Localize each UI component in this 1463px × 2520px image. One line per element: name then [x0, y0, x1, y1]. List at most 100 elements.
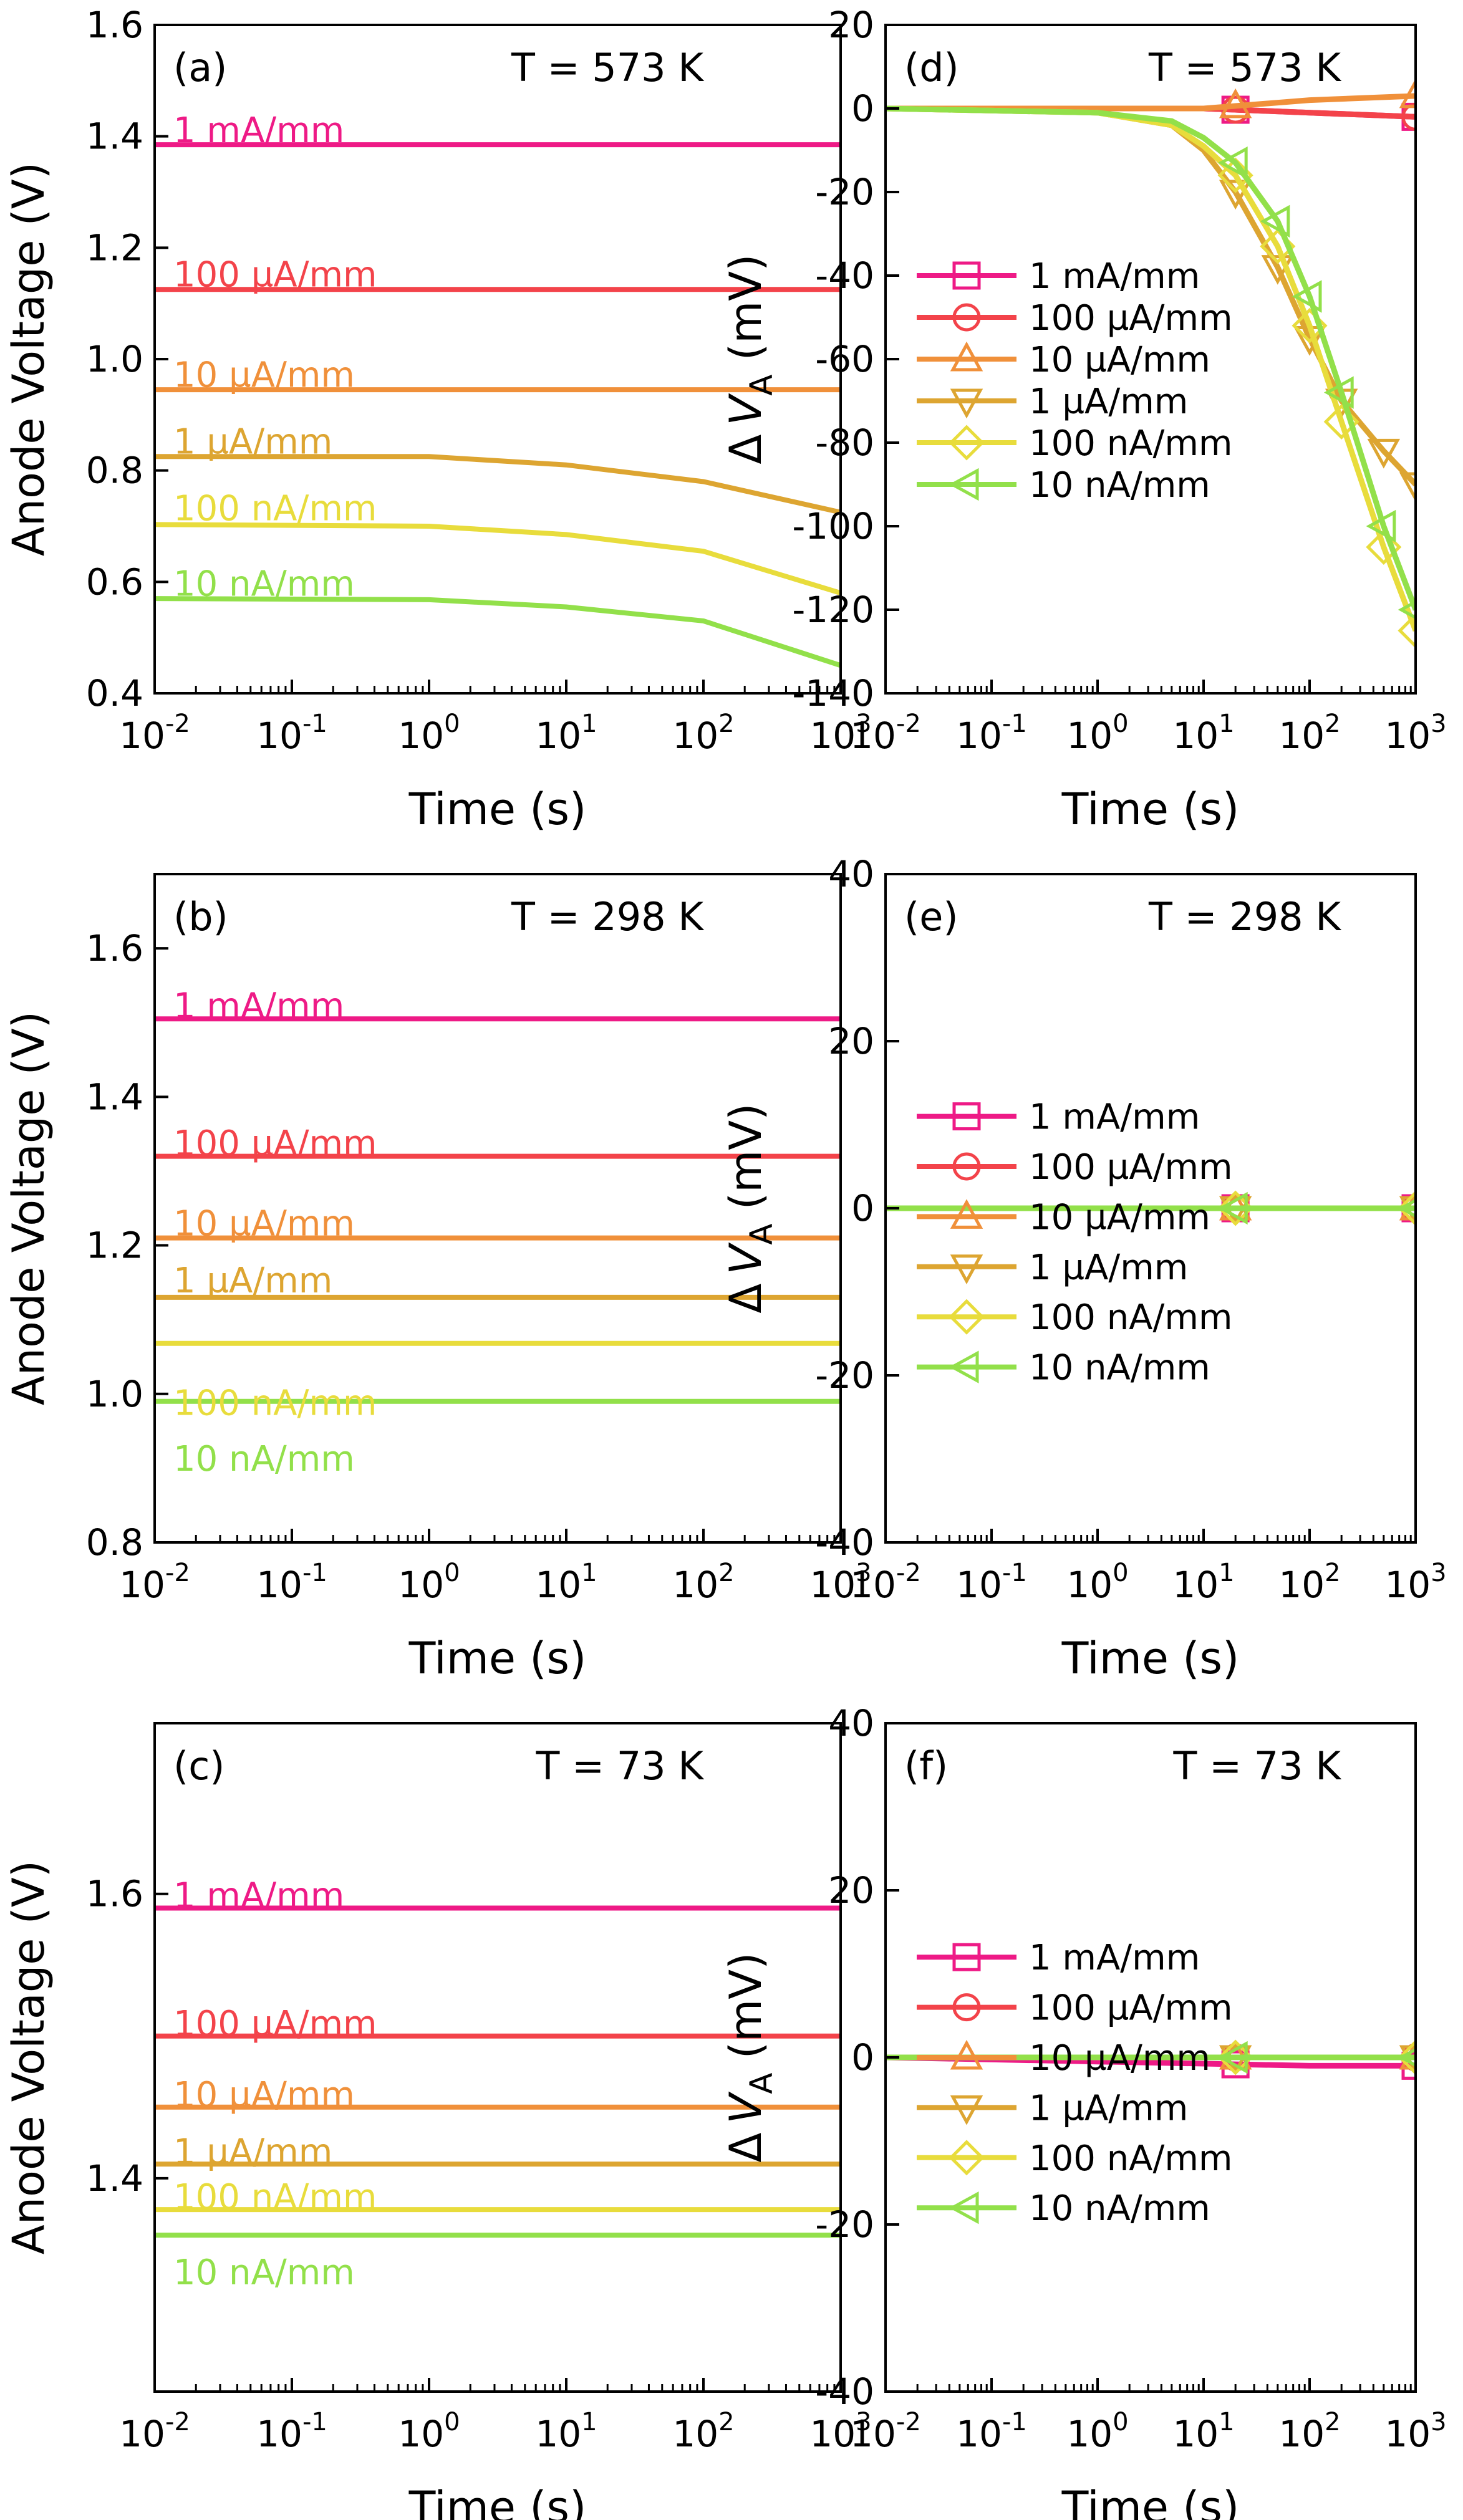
- x-tick-label-b-1: 10-1: [256, 1559, 327, 1606]
- x-tick-label-e-5: 103: [1384, 1559, 1446, 1606]
- x-tick-label-f-1: 10-1: [956, 2408, 1027, 2455]
- legend-label-e-4: 100 nA/mm: [1029, 1297, 1232, 1338]
- series-line-d-2: [886, 93, 1416, 112]
- data-marker-d-4-4: [1366, 529, 1402, 565]
- curve-label-a-5: 10 nA/mm: [173, 564, 355, 604]
- legend-label-d-4: 100 nA/mm: [1029, 423, 1232, 464]
- y-tick-label-d-1: -120: [792, 589, 874, 631]
- legend-marker-e-4: [949, 1299, 985, 1335]
- x-tick-label-c-2: 100: [398, 2408, 460, 2455]
- x-tick-label-b-0: 10-2: [119, 1559, 190, 1606]
- y-tick-label-b-3: 1.4: [86, 1075, 143, 1118]
- temperature-label-c: T = 73 K: [536, 1743, 705, 1789]
- x-tick-label-d-4: 102: [1278, 709, 1340, 757]
- series-line-d-5: [886, 105, 1416, 611]
- x-tick-label-c-5: 103: [809, 2408, 871, 2455]
- y-tick-label-d-7: 0: [851, 87, 874, 130]
- legend-marker-e-2: [950, 1199, 983, 1229]
- legend-label-f-0: 1 mA/mm: [1029, 1938, 1200, 1978]
- legend-label-d-5: 10 nA/mm: [1029, 465, 1210, 506]
- legend-marker-e-3: [950, 1254, 983, 1284]
- legend-label-d-0: 1 mA/mm: [1029, 256, 1200, 297]
- y-axis-title-b: Anode Voltage (V): [3, 1011, 54, 1405]
- x-tick-label-e-3: 101: [1172, 1559, 1234, 1606]
- x-tick-label-b-4: 102: [672, 1559, 734, 1606]
- curve-label-c-1: 100 µA/mm: [173, 2004, 377, 2044]
- x-tick-label-e-0: 10-2: [850, 1559, 921, 1606]
- y-tick-label-d-3: -80: [815, 421, 874, 464]
- data-marker-e-4-1: [1398, 1190, 1416, 1226]
- y-tick-label-d-2: -100: [792, 505, 874, 547]
- temperature-label-e: T = 298 K: [1148, 894, 1341, 940]
- data-marker-d-2-1: [1399, 78, 1416, 108]
- panel-label-d: (d): [904, 45, 959, 90]
- legend-label-d-1: 100 µA/mm: [1029, 298, 1233, 339]
- series-line-a-4: [155, 522, 841, 596]
- x-tick-label-c-1: 10-1: [256, 2408, 327, 2455]
- legend-marker-f-1: [952, 1993, 981, 2022]
- legend-label-d-3: 1 µA/mm: [1029, 382, 1188, 422]
- legend-marker-e-5: [949, 1350, 979, 1383]
- data-marker-d-5-5: [1398, 600, 1416, 620]
- legend-marker-d-2: [950, 341, 983, 372]
- temperature-label-f: T = 73 K: [1173, 1743, 1342, 1789]
- y-tick-label-a-1: 0.6: [86, 560, 143, 603]
- x-axis-title-b: Time (s): [408, 1633, 587, 1684]
- legend-marker-d-5: [949, 468, 979, 501]
- x-tick-label-c-3: 101: [535, 2408, 597, 2455]
- series-line-a-3: [155, 454, 841, 515]
- legend-label-f-2: 10 µA/mm: [1029, 2038, 1210, 2079]
- x-tick-label-f-4: 102: [1278, 2408, 1340, 2455]
- y-tick-label-a-5: 1.4: [86, 115, 143, 158]
- data-marker-d-3-5: [1399, 472, 1416, 503]
- x-axis-title-f: Time (s): [1061, 2482, 1240, 2520]
- legend-marker-f-4: [949, 2140, 985, 2176]
- y-tick-label-e-3: 20: [828, 1020, 874, 1062]
- y-axis-title-c: Anode Voltage (V): [3, 1860, 54, 2254]
- x-tick-label-f-2: 100: [1066, 2408, 1128, 2455]
- y-tick-label-f-2: 0: [851, 2036, 874, 2079]
- series-line-a-5: [155, 596, 841, 668]
- x-tick-label-e-2: 100: [1066, 1559, 1128, 1606]
- data-marker-d-5-4: [1366, 509, 1396, 543]
- curve-label-a-3: 1 µA/mm: [173, 422, 332, 463]
- x-tick-label-b-3: 101: [535, 1559, 597, 1606]
- y-tick-label-d-5: -40: [815, 254, 874, 297]
- data-marker-f-4-1: [1398, 2039, 1416, 2075]
- legend-label-f-5: 10 nA/mm: [1029, 2188, 1210, 2229]
- legend-marker-d-3: [950, 388, 983, 419]
- panel-b: 10-2 10-1 100 101 102 103 0.8 1.0 1.2 1.4 1.6 Time …: [3, 873, 872, 1684]
- curve-label-c-3: 1 µA/mm: [173, 2132, 332, 2172]
- x-tick-label-f-5: 103: [1384, 2408, 1446, 2455]
- x-tick-label-c-4: 102: [672, 2408, 734, 2455]
- x-tick-label-a-3: 101: [535, 709, 597, 757]
- x-tick-label-a-1: 10-1: [256, 709, 327, 757]
- legend-marker-d-0: [952, 261, 981, 290]
- plot-area-b: [155, 1016, 841, 1404]
- y-tick-label-c-1: 1.6: [86, 1873, 143, 1915]
- y-tick-label-b-2: 1.2: [86, 1224, 143, 1267]
- y-tick-label-d-0: -140: [792, 672, 874, 714]
- y-tick-label-d-4: -60: [815, 338, 874, 380]
- y-tick-label-d-8: 20: [828, 4, 874, 46]
- y-tick-label-a-0: 0.4: [86, 672, 143, 714]
- temperature-label-a: T = 573 K: [511, 45, 704, 90]
- y-tick-label-a-2: 0.8: [86, 450, 143, 492]
- data-marker-e-5-1: [1398, 1198, 1416, 1218]
- legend-f: 1 mA/mm 100 µA/mm 10 µA/mm 1 µA/mm 100 nA/mm…: [917, 1938, 1233, 2229]
- plot-area-d: [886, 78, 1416, 649]
- legend-label-e-2: 10 µA/mm: [1029, 1197, 1210, 1238]
- x-tick-label-a-4: 102: [672, 709, 734, 757]
- data-marker-d-5-3: [1323, 376, 1354, 409]
- plot-frame-c: [153, 1722, 842, 2393]
- panel-label-b: (b): [173, 894, 228, 940]
- y-tick-label-e-2: 0: [851, 1187, 874, 1229]
- legend-label-e-3: 1 µA/mm: [1029, 1248, 1188, 1288]
- x-tick-label-b-5: 103: [809, 1559, 871, 1606]
- curve-label-b-3: 1 µA/mm: [173, 1261, 332, 1301]
- y-tick-label-a-4: 1.2: [86, 226, 143, 269]
- y-tick-label-f-3: 20: [828, 1869, 874, 1912]
- plot-area-c: [155, 1905, 841, 2238]
- legend-marker-e-1: [952, 1152, 981, 1181]
